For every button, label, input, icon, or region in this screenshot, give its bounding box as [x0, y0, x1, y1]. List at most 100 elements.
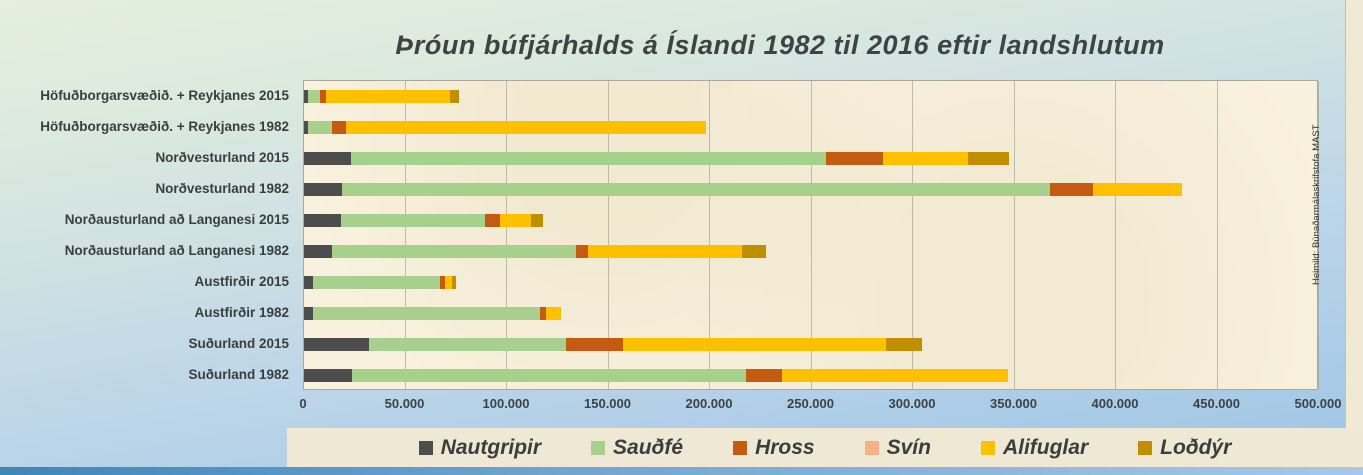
category-label: Norðausturland að Langanesi 1982	[64, 243, 289, 258]
gridline	[912, 81, 913, 389]
category-label: Höfuðborgarsvæðið. + Reykjanes 1982	[40, 119, 289, 134]
bar-segment-sauðfé	[351, 369, 746, 382]
source-note-text: Heimild: Búnaðarmálaskrifstofa MAST	[1311, 124, 1322, 286]
legend-swatch-icon	[733, 440, 748, 455]
bar-segment-alifuglar	[622, 338, 886, 351]
bar-row	[304, 183, 1182, 196]
bar-segment-alifuglar	[326, 90, 451, 103]
category-label: Norðausturland að Langanesi 2015	[64, 212, 289, 227]
bottom-gradient-strip	[0, 467, 1363, 475]
x-tick-label: 350.000	[990, 396, 1037, 411]
x-tick-label: 50.000	[384, 396, 425, 411]
bar-segment-sauðfé	[308, 90, 321, 103]
y-axis-labels: Höfuðborgarsvæðið. + Reykjanes 2015 Höfuð…	[0, 80, 295, 390]
gridline	[709, 81, 710, 389]
legend-label: Svín	[886, 435, 931, 459]
bar-segment-hross	[332, 121, 346, 134]
legend-label: Sauðfé	[613, 435, 684, 459]
legend-item: Sauðfé	[591, 436, 683, 460]
category-label: Norðvesturland 2015	[155, 150, 289, 165]
gridline	[810, 81, 812, 389]
bar-segment-sauðfé	[368, 338, 566, 351]
bar-segment-hross	[576, 245, 589, 258]
bar-row	[304, 276, 457, 289]
bar-segment-sauðfé	[308, 121, 333, 134]
bar-row	[304, 338, 923, 351]
bar-segment-nautgripir	[304, 338, 369, 351]
bar-segment-loðdýr	[531, 214, 543, 227]
bar-segment-nautgripir	[304, 369, 352, 382]
legend-item: Alifuglar	[980, 435, 1089, 460]
x-tick-label: 500.000	[1294, 396, 1342, 411]
bar-segment-sauðfé	[313, 276, 440, 289]
category-label: Austfirðir 2015	[194, 274, 289, 289]
bar-segment-nautgripir	[304, 121, 309, 134]
gridline	[1115, 81, 1116, 389]
plot-area	[303, 80, 1319, 390]
chart-title: Þróun búfjárhalds á Íslandi 1982 til 201…	[395, 30, 1165, 60]
bar-segment-alifuglar	[782, 369, 1009, 382]
legend-label: Nautgripir	[440, 435, 542, 459]
bar-segment-alifuglar	[588, 245, 743, 258]
x-tick-label: 400.000	[1091, 396, 1139, 411]
x-tick-label: 250.000	[787, 396, 834, 411]
bar-segment-alifuglar	[545, 307, 561, 320]
legend-swatch-icon	[1138, 440, 1153, 455]
bar-segment-hross	[540, 307, 546, 320]
bar-segment-loðdýr	[885, 338, 923, 351]
x-tick-label: 150.000	[584, 396, 631, 411]
bar-row	[304, 214, 543, 227]
gridline	[404, 81, 406, 389]
legend: Nautgripir Sauðfé Hross Svín Alifuglar Loðdýr	[287, 428, 1363, 467]
x-tick-label: 0	[299, 396, 307, 411]
legend-swatch-icon	[591, 440, 606, 455]
x-axis-labels: 0 50.000 100.000 150.000 200.000 250.000 300.0…	[0, 396, 1363, 414]
legend-swatch-icon	[418, 440, 433, 455]
bar-segment-sauðfé	[313, 307, 541, 320]
bar-segment-sauðfé	[350, 152, 826, 165]
bar-row	[304, 245, 766, 258]
x-tick-label: 100.000	[482, 396, 530, 411]
legend-swatch-icon	[980, 440, 995, 455]
bar-segment-hross	[484, 214, 500, 227]
bar-row	[304, 152, 1010, 165]
bar-segment-sauðfé	[340, 214, 485, 227]
bar-segment-loðdýr	[742, 245, 766, 258]
bar-segment-nautgripir	[304, 276, 314, 289]
bar-segment-hross	[1050, 183, 1093, 196]
bar-segment-alifuglar	[882, 152, 968, 165]
bar-segment-alifuglar	[1092, 183, 1182, 196]
bar-segment-hross	[320, 90, 327, 103]
bar-row	[304, 369, 1009, 382]
x-tick-label: 200.000	[685, 396, 733, 411]
gridline	[506, 81, 507, 389]
legend-label: Hross	[755, 435, 815, 459]
category-label: Suðurland 1982	[188, 367, 289, 382]
category-label: Suðurland 2015	[188, 336, 289, 351]
bar-segment-nautgripir	[304, 245, 333, 258]
x-tick-label: 300.000	[888, 396, 936, 411]
gridline	[607, 81, 609, 389]
legend-swatch-icon	[864, 440, 879, 455]
bar-segment-sauðfé	[332, 245, 576, 258]
legend-label: Alifuglar	[1002, 435, 1089, 459]
right-parchment-strip	[1345, 0, 1363, 467]
bar-row	[304, 307, 561, 320]
bar-segment-alifuglar	[499, 214, 532, 227]
bar-row	[304, 90, 460, 103]
category-label: Norðvesturland 1982	[155, 181, 289, 196]
bar-segment-hross	[440, 276, 446, 289]
bar-segment-nautgripir	[304, 183, 342, 196]
x-tick-label: 450.000	[1193, 396, 1240, 411]
bar-segment-nautgripir	[304, 152, 351, 165]
bar-segment-alifuglar	[445, 276, 453, 289]
legend-item: Svín	[864, 435, 931, 460]
category-label: Höfuðborgarsvæðið. + Reykjanes 2015	[40, 88, 289, 103]
gridline	[1216, 81, 1218, 389]
legend-background-band	[287, 428, 1363, 467]
bar-segment-hross	[565, 338, 623, 351]
legend-item: Loðdýr	[1138, 436, 1231, 460]
legend-item: Nautgripir	[418, 435, 542, 460]
bar-segment-hross	[825, 152, 883, 165]
category-label: Austfirðir 1982	[194, 305, 289, 320]
